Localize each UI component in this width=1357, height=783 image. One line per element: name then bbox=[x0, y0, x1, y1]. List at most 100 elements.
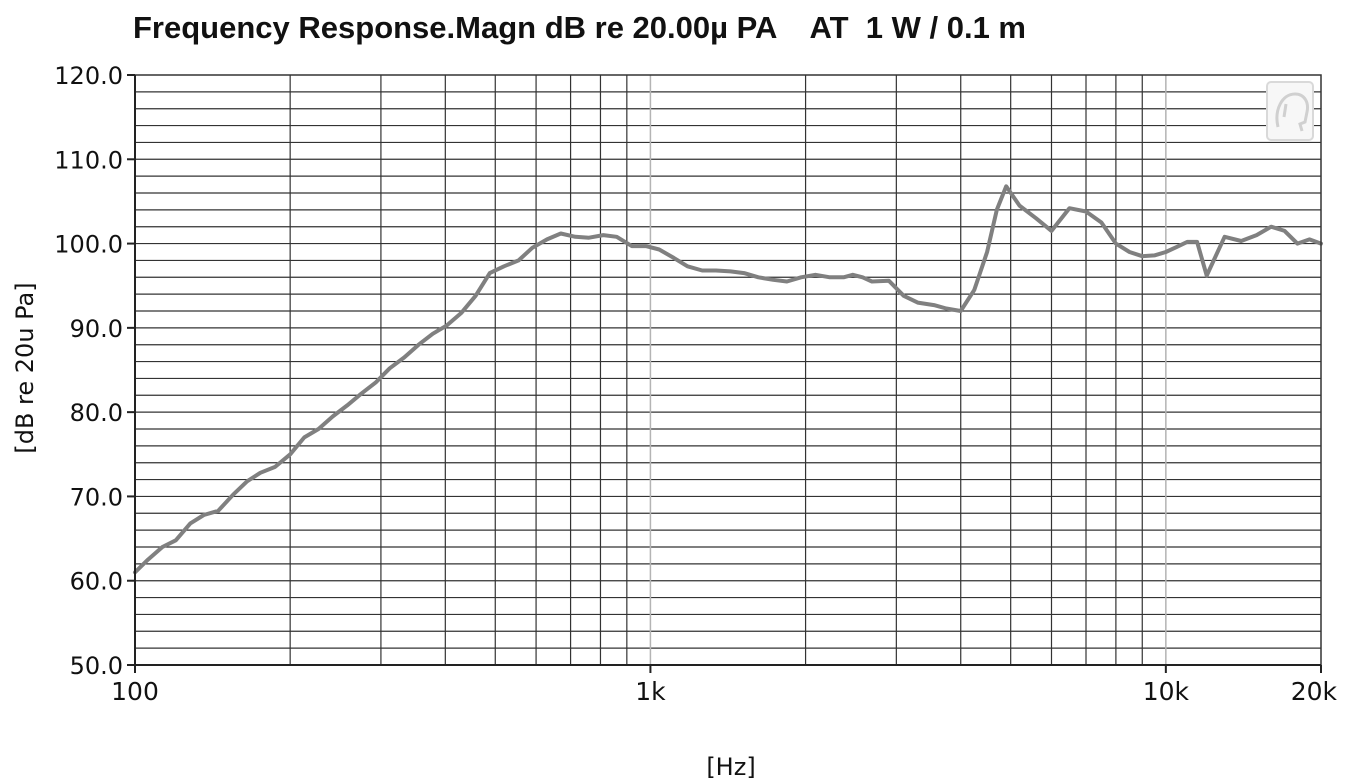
data-point bbox=[772, 279, 774, 281]
data-point bbox=[289, 453, 291, 455]
y-tick-label: 110.0 bbox=[54, 146, 123, 174]
data-point bbox=[1018, 205, 1021, 207]
data-point bbox=[1240, 240, 1242, 242]
data-point bbox=[852, 274, 854, 276]
data-point bbox=[1035, 217, 1037, 219]
data-point bbox=[602, 234, 604, 236]
grid-lines bbox=[135, 75, 1321, 665]
x-axis: 100 1k 10k 20k bbox=[111, 664, 1338, 706]
data-point bbox=[1100, 221, 1102, 224]
data-point bbox=[303, 436, 305, 438]
data-point bbox=[917, 302, 919, 304]
x-tick-label: 100 bbox=[111, 677, 159, 706]
data-point bbox=[147, 559, 149, 561]
data-point bbox=[232, 494, 234, 496]
y-tick-label: 70.0 bbox=[70, 483, 123, 511]
data-point bbox=[903, 295, 905, 297]
data-point bbox=[346, 404, 348, 406]
data-point bbox=[1186, 241, 1188, 243]
data-point bbox=[1196, 241, 1198, 243]
data-point bbox=[574, 236, 576, 238]
data-point bbox=[658, 248, 660, 251]
data-point bbox=[246, 480, 248, 482]
x-tick-label: 20k bbox=[1291, 677, 1338, 706]
data-point bbox=[757, 276, 760, 278]
data-point bbox=[161, 546, 163, 548]
data-point bbox=[800, 276, 802, 278]
data-point bbox=[1128, 251, 1131, 253]
data-point bbox=[888, 280, 890, 282]
data-point bbox=[546, 238, 548, 240]
data-point bbox=[375, 382, 377, 384]
data-point bbox=[403, 356, 405, 358]
data-point bbox=[503, 265, 505, 267]
y-tick-label: 60.0 bbox=[70, 568, 123, 596]
data-point bbox=[1050, 230, 1053, 232]
data-point bbox=[986, 251, 988, 253]
data-point bbox=[686, 265, 689, 267]
y-axis-label: [dB re 20u Pa] bbox=[11, 282, 39, 453]
y-tick-label: 80.0 bbox=[70, 399, 123, 427]
data-point bbox=[518, 259, 520, 261]
plot-area bbox=[133, 74, 1323, 666]
data-point bbox=[418, 344, 420, 346]
data-point bbox=[360, 393, 362, 395]
data-point bbox=[1284, 230, 1286, 232]
data-point bbox=[203, 514, 205, 516]
data-point bbox=[1153, 254, 1155, 256]
data-point bbox=[616, 236, 618, 238]
y-tick-label: 100.0 bbox=[54, 231, 123, 259]
chart-title: Frequency Response.Magn dB re 20.00µ PA … bbox=[133, 10, 1026, 45]
data-point bbox=[862, 276, 864, 278]
data-point bbox=[1165, 251, 1167, 253]
data-point bbox=[1115, 243, 1117, 245]
data-point bbox=[829, 276, 831, 278]
data-point bbox=[274, 466, 276, 468]
data-point bbox=[1296, 243, 1298, 245]
data-point bbox=[1005, 185, 1007, 187]
data-point bbox=[814, 274, 817, 276]
plot-background bbox=[135, 75, 1321, 665]
y-axis: 50.0 60.0 70.0 80.0 90.0 100.0 110.0 120.0 bbox=[54, 62, 136, 680]
y-tick-label: 120.0 bbox=[54, 62, 123, 90]
data-point bbox=[960, 310, 962, 312]
data-point bbox=[332, 415, 334, 417]
watermark-icon bbox=[1266, 81, 1314, 141]
data-point bbox=[715, 269, 717, 272]
data-point bbox=[843, 276, 845, 278]
x-tick-label: 10k bbox=[1143, 677, 1190, 706]
data-point bbox=[701, 269, 703, 272]
data-point bbox=[1141, 255, 1143, 257]
data-point bbox=[189, 522, 191, 525]
data-point bbox=[460, 312, 463, 314]
data-point bbox=[531, 247, 533, 249]
data-point bbox=[317, 428, 320, 430]
data-point bbox=[945, 307, 947, 310]
data-point bbox=[645, 245, 647, 247]
y-tick-label: 90.0 bbox=[70, 315, 123, 343]
data-point bbox=[871, 280, 873, 283]
data-point bbox=[175, 539, 177, 541]
x-axis-label: [Hz] bbox=[706, 753, 755, 781]
x-tick-label: 1k bbox=[635, 677, 666, 706]
data-point bbox=[432, 333, 434, 335]
y-tick-label: 50.0 bbox=[70, 652, 123, 680]
data-point bbox=[1256, 234, 1258, 236]
data-point bbox=[933, 304, 935, 306]
data-point bbox=[996, 209, 998, 211]
data-point bbox=[786, 280, 788, 283]
data-point bbox=[729, 270, 732, 272]
data-point bbox=[389, 367, 391, 369]
data-point bbox=[973, 289, 975, 291]
data-point bbox=[1224, 236, 1226, 238]
data-point bbox=[743, 272, 745, 274]
data-point bbox=[1308, 238, 1311, 240]
data-point bbox=[446, 324, 448, 326]
data-point bbox=[1176, 246, 1178, 248]
data-point bbox=[631, 245, 633, 247]
data-point bbox=[475, 295, 477, 297]
data-point bbox=[673, 257, 675, 259]
data-point bbox=[1085, 210, 1087, 213]
data-point bbox=[1068, 207, 1070, 209]
